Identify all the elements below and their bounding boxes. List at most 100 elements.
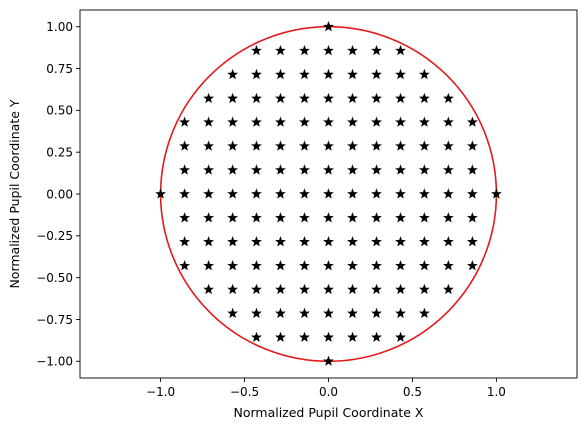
data-point-star xyxy=(395,331,406,342)
data-point-star xyxy=(371,283,382,295)
data-point-star xyxy=(251,212,262,223)
data-point-star xyxy=(275,212,286,223)
data-point-star xyxy=(323,164,334,175)
data-point-star xyxy=(299,164,310,175)
data-point-star xyxy=(347,188,358,199)
data-point-star xyxy=(323,188,334,199)
data-point-star xyxy=(251,164,262,175)
data-point-star xyxy=(251,331,262,342)
data-point-star xyxy=(203,140,214,151)
data-point-star xyxy=(299,307,310,319)
data-point-star xyxy=(275,307,286,319)
data-point-star xyxy=(395,307,406,319)
data-point-star xyxy=(371,188,382,199)
data-point-star xyxy=(443,212,454,223)
data-point-star xyxy=(371,68,382,80)
data-point-star xyxy=(443,164,454,175)
data-point-star xyxy=(347,307,358,319)
data-point-star xyxy=(371,212,382,223)
data-point-star xyxy=(467,140,478,151)
data-point-star xyxy=(203,116,214,127)
data-point-star xyxy=(418,140,430,151)
data-point-star xyxy=(395,212,406,223)
data-point-star xyxy=(251,236,262,247)
data-point-star xyxy=(299,188,310,199)
data-point-star xyxy=(203,283,214,295)
x-axis: −1.0 −0.5 0.0 0.5 1.0 xyxy=(146,378,506,399)
data-point-star xyxy=(467,164,478,175)
data-point-star xyxy=(299,92,310,104)
data-point-star xyxy=(227,140,239,151)
data-point-star xyxy=(467,260,478,271)
data-point-star xyxy=(467,188,478,199)
data-point-star xyxy=(395,283,406,295)
data-point-star xyxy=(323,21,334,32)
y-tick-label: 0.50 xyxy=(46,104,73,118)
data-point-star xyxy=(251,260,262,271)
data-point-star xyxy=(299,68,310,80)
y-tick-label: −0.25 xyxy=(36,229,73,243)
data-point-star xyxy=(347,140,358,151)
data-point-star xyxy=(371,236,382,247)
data-point-star xyxy=(443,188,454,199)
data-point-star xyxy=(299,116,310,127)
data-point-star xyxy=(371,44,382,56)
data-point-star xyxy=(203,236,214,247)
x-tick-label: 1.0 xyxy=(487,385,506,399)
data-point-star xyxy=(251,188,262,199)
data-point-star xyxy=(227,283,239,295)
data-point-star xyxy=(467,212,478,223)
data-point-star xyxy=(395,260,406,271)
data-point-star xyxy=(443,236,454,247)
data-point-star xyxy=(443,260,454,271)
data-point-star xyxy=(443,140,454,151)
data-point-star xyxy=(347,116,358,127)
data-point-star xyxy=(418,116,430,127)
data-point-star xyxy=(275,188,286,199)
data-point-star xyxy=(323,307,334,319)
data-point-star xyxy=(179,116,190,127)
data-point-star xyxy=(443,116,454,127)
data-point-star xyxy=(323,44,334,56)
data-point-star xyxy=(203,164,214,175)
data-point-star xyxy=(323,212,334,223)
data-point-star xyxy=(418,164,430,175)
data-point-star xyxy=(203,260,214,271)
data-point-star xyxy=(299,260,310,271)
data-point-star xyxy=(251,140,262,151)
data-point-star xyxy=(347,44,358,56)
data-point-star xyxy=(251,68,262,80)
data-point-star xyxy=(227,116,239,127)
data-point-star xyxy=(275,140,286,151)
data-point-star xyxy=(275,68,286,80)
data-point-star xyxy=(371,260,382,271)
data-point-star xyxy=(395,236,406,247)
data-point-star xyxy=(179,260,190,271)
data-point-star xyxy=(467,116,478,127)
data-point-star xyxy=(418,307,430,319)
data-point-star xyxy=(371,140,382,151)
data-point-star xyxy=(418,236,430,247)
data-point-star xyxy=(323,140,334,151)
data-point-star xyxy=(299,236,310,247)
x-tick-label: −0.5 xyxy=(230,385,259,399)
data-point-star xyxy=(227,260,239,271)
data-point-star xyxy=(251,116,262,127)
data-point-star xyxy=(371,331,382,342)
data-point-star xyxy=(371,116,382,127)
data-point-star xyxy=(323,260,334,271)
data-point-star xyxy=(155,188,166,199)
data-point-star xyxy=(203,212,214,223)
data-point-star xyxy=(347,283,358,295)
data-point-star xyxy=(323,283,334,295)
data-point-star xyxy=(179,188,190,199)
data-point-star xyxy=(299,212,310,223)
data-point-star xyxy=(347,164,358,175)
y-tick-label: 1.00 xyxy=(46,20,73,34)
data-point-star xyxy=(251,44,262,56)
data-point-star xyxy=(251,307,262,319)
data-point-star xyxy=(467,236,478,247)
data-point-star xyxy=(347,68,358,80)
data-point-star xyxy=(275,116,286,127)
data-point-star xyxy=(371,307,382,319)
